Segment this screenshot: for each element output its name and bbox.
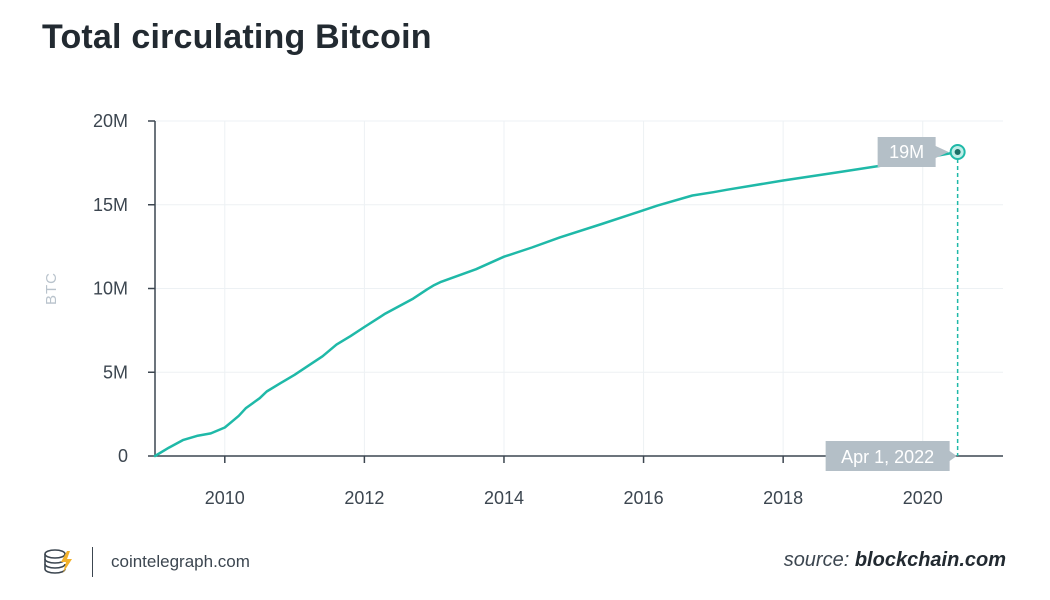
x-tick-label: 2014 [484,488,524,508]
x-tick-label: 2012 [344,488,384,508]
highlight-point [954,148,961,155]
y-axis-ticks: 0 5M 10M 15M 20M [93,111,155,466]
y-tick-label: 15M [93,195,128,215]
source-credit: source: blockchain.com [784,549,1006,572]
coin-stack-icon [44,549,72,574]
x-tick-label: 2010 [205,488,245,508]
highlight-y-callout-bg [877,136,949,167]
chart-title: Total circulating Bitcoin [42,18,432,56]
y-tick-label: 20M [93,111,128,131]
source-label: source: [783,549,850,571]
x-axis-ticks: 2010 2012 2014 2016 2018 2020 [205,456,943,508]
highlight-y-callout: 19M [877,136,949,167]
y-axis-label: BTC [43,272,60,305]
highlight-x-value: Apr 1, 2022 [841,447,934,467]
site-name[interactable]: cointelegraph.com [111,552,250,571]
brand: cointelegraph.com [42,545,250,579]
source-value: blockchain.com [854,549,1006,571]
x-tick-label: 2016 [624,488,664,508]
x-tick-label: 2018 [763,488,803,508]
highlight-y-value: 19M [889,142,924,162]
highlight-x-callout-bg [825,441,957,471]
series-line [153,150,959,458]
footer-divider [92,547,93,577]
x-tick-label: 2020 [903,488,943,508]
y-tick-label: 10M [93,279,128,299]
highlight-x-callout: Apr 1, 2022 [825,441,957,471]
gridlines [155,120,1003,456]
y-tick-label: 5M [103,362,128,382]
y-tick-label: 0 [118,446,128,466]
